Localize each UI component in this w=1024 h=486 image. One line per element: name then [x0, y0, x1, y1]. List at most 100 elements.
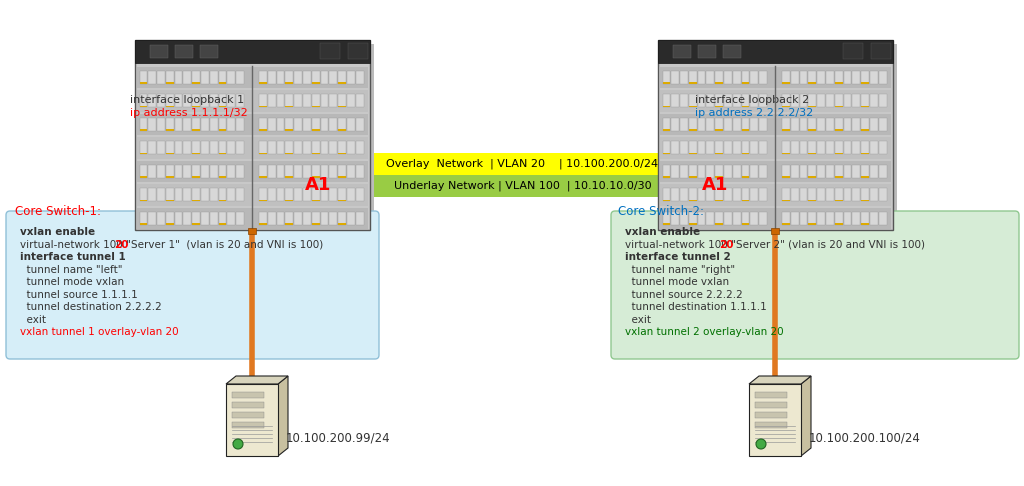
Bar — [193, 71, 200, 84]
Bar — [355, 212, 364, 225]
Bar — [861, 176, 869, 178]
Bar — [715, 94, 723, 107]
Text: tunnel source 1.1.1.1: tunnel source 1.1.1.1 — [20, 290, 138, 299]
Bar — [680, 141, 688, 154]
Bar — [347, 188, 354, 201]
Bar — [227, 165, 236, 178]
Text: interface loopback 2: interface loopback 2 — [695, 95, 809, 105]
Bar — [782, 176, 790, 178]
Bar — [136, 208, 368, 229]
Bar — [201, 212, 209, 225]
Bar — [330, 71, 337, 84]
Bar — [311, 165, 319, 178]
Bar — [861, 82, 869, 84]
Bar — [724, 94, 732, 107]
Text: vxlan tunnel 1 overlay-vlan 20: vxlan tunnel 1 overlay-vlan 20 — [20, 327, 178, 337]
Bar — [219, 94, 226, 107]
Bar — [311, 223, 319, 225]
Bar — [259, 94, 267, 107]
Bar — [138, 44, 374, 234]
Bar — [680, 212, 688, 225]
Bar — [294, 165, 302, 178]
Bar — [689, 188, 696, 201]
Bar — [259, 188, 267, 201]
Bar — [259, 106, 267, 107]
Bar — [672, 212, 679, 225]
Bar — [210, 71, 218, 84]
Bar — [210, 141, 218, 154]
Bar — [715, 106, 723, 107]
Bar — [347, 212, 354, 225]
Bar — [175, 118, 182, 131]
Bar — [707, 71, 715, 84]
Bar — [663, 176, 671, 178]
Bar — [844, 212, 851, 225]
Bar — [870, 212, 878, 225]
Bar — [663, 141, 671, 154]
Bar — [321, 188, 329, 201]
Bar — [826, 71, 834, 84]
Bar — [193, 212, 200, 225]
Bar — [724, 188, 732, 201]
Bar — [751, 141, 758, 154]
Polygon shape — [801, 376, 811, 456]
Bar — [852, 94, 860, 107]
Bar — [835, 188, 843, 201]
Bar — [148, 118, 156, 131]
Bar — [134, 40, 370, 63]
Bar — [219, 223, 226, 225]
Bar — [672, 141, 679, 154]
Text: Core Switch-1:: Core Switch-1: — [15, 205, 101, 218]
Bar — [861, 223, 869, 225]
Bar — [286, 129, 293, 131]
Bar — [139, 200, 147, 201]
Circle shape — [756, 439, 766, 449]
Bar — [227, 212, 236, 225]
Bar — [817, 165, 825, 178]
Bar — [808, 71, 816, 84]
Bar — [286, 200, 293, 201]
Bar — [672, 188, 679, 201]
Bar — [663, 129, 671, 131]
Bar — [227, 71, 236, 84]
Bar — [136, 184, 368, 206]
Bar — [268, 141, 275, 154]
Bar — [193, 165, 200, 178]
Bar — [219, 141, 226, 154]
Bar — [741, 71, 750, 84]
Bar — [680, 118, 688, 131]
Bar — [259, 165, 267, 178]
Bar — [148, 165, 156, 178]
Bar — [870, 118, 878, 131]
Bar — [193, 129, 200, 131]
Bar — [835, 94, 843, 107]
Bar — [673, 45, 690, 58]
Bar — [311, 200, 319, 201]
Bar — [286, 223, 293, 225]
Bar — [689, 141, 696, 154]
Bar — [791, 141, 799, 154]
Bar — [852, 165, 860, 178]
Bar — [136, 114, 368, 135]
Bar — [338, 94, 346, 107]
Bar — [148, 94, 156, 107]
Bar — [733, 118, 740, 131]
Bar — [751, 188, 758, 201]
Bar — [782, 82, 790, 84]
Bar — [139, 188, 147, 201]
Bar — [166, 188, 174, 201]
Bar — [782, 118, 790, 131]
Text: 10.100.200.100/24: 10.100.200.100/24 — [809, 432, 921, 445]
Bar — [338, 200, 346, 201]
Bar — [689, 106, 696, 107]
Bar — [724, 118, 732, 131]
Bar — [759, 94, 767, 107]
Text: "Server 2" (vlan is 20 and VNI is 100): "Server 2" (vlan is 20 and VNI is 100) — [728, 240, 926, 249]
Bar — [800, 118, 807, 131]
Text: interface tunnel 1: interface tunnel 1 — [20, 252, 126, 262]
Bar — [139, 118, 147, 131]
Bar — [672, 71, 679, 84]
Bar — [659, 90, 891, 112]
Bar — [175, 71, 182, 84]
Bar — [294, 71, 302, 84]
